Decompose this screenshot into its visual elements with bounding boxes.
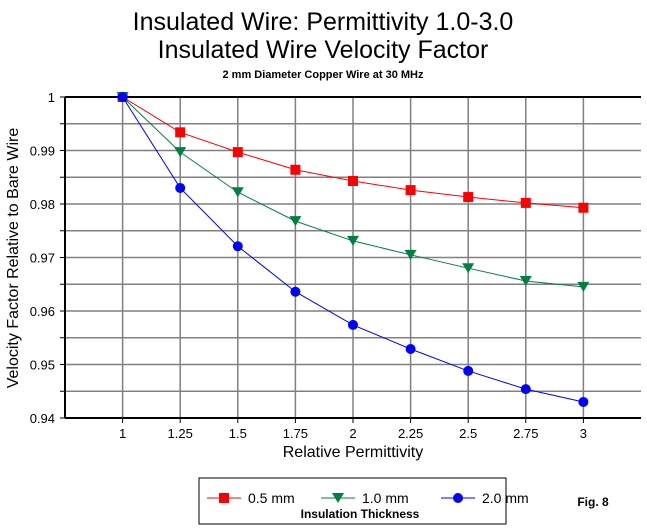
chart-title: Insulated Wire: Permittivity 1.0-3.0 xyxy=(133,8,514,36)
circle-marker xyxy=(463,365,474,376)
square-marker xyxy=(219,493,229,503)
x-tick-label: 1.5 xyxy=(229,426,247,441)
square-marker xyxy=(520,197,531,208)
triangle-marker xyxy=(462,263,475,274)
circle-marker xyxy=(117,92,128,102)
circle-marker xyxy=(175,182,186,193)
legend-frame xyxy=(198,477,507,525)
triangle-marker xyxy=(347,235,359,246)
triangle-marker xyxy=(231,187,244,198)
square-marker xyxy=(290,164,301,175)
y-tick-label: 1 xyxy=(48,90,55,105)
x-tick-label: 2 xyxy=(349,426,356,441)
square-marker xyxy=(463,192,474,203)
triangle-marker xyxy=(577,281,590,292)
x-tick-label: 2.5 xyxy=(459,426,477,441)
figure-label: Fig. 8 xyxy=(577,495,609,509)
triangle-marker xyxy=(289,216,302,227)
y-tick-label: 0.97 xyxy=(30,251,55,266)
y-tick-label: 0.94 xyxy=(30,411,55,426)
circle-marker xyxy=(348,319,358,330)
legend-title: Insulation Thickness xyxy=(301,507,420,521)
square-marker xyxy=(578,202,589,213)
y-tick-label: 0.98 xyxy=(30,197,55,212)
triangle-marker xyxy=(332,493,344,503)
square-marker xyxy=(175,127,186,138)
y-tick-label: 0.99 xyxy=(30,144,55,159)
x-tick-label: 2.25 xyxy=(398,426,423,441)
square-marker xyxy=(232,147,243,158)
square-marker xyxy=(405,185,416,196)
legend-label: 2.0 mm xyxy=(482,490,529,506)
x-tick-label: 3 xyxy=(580,426,587,441)
circle-marker xyxy=(520,384,531,395)
circle-marker xyxy=(405,343,416,354)
x-tick-label: 2.75 xyxy=(513,426,538,441)
triangle-marker xyxy=(519,276,532,287)
x-tick-label: 1.25 xyxy=(168,426,193,441)
x-tick-label: 1.75 xyxy=(283,426,308,441)
triangle-marker xyxy=(404,249,417,260)
y-axis-label: Velocity Factor Relative to Bare Wire xyxy=(5,128,22,389)
circle-marker xyxy=(232,241,243,252)
x-axis-label: Relative Permittivity xyxy=(283,444,423,461)
chart-title-2: Insulated Wire Velocity Factor xyxy=(158,36,489,64)
circle-marker xyxy=(578,396,589,407)
triangle-marker xyxy=(174,147,187,158)
chart-subtitle: 2 mm Diameter Copper Wire at 30 MHz xyxy=(222,69,424,81)
y-tick-label: 0.95 xyxy=(30,358,55,373)
series-2-0-mm xyxy=(117,92,589,407)
x-tick-label: 1 xyxy=(119,426,126,441)
legend-label: 0.5 mm xyxy=(248,490,295,506)
legend-label: 1.0 mm xyxy=(362,490,409,506)
square-marker xyxy=(348,175,358,186)
y-tick-label: 0.96 xyxy=(30,304,55,319)
circle-marker xyxy=(453,493,463,503)
circle-marker xyxy=(290,286,301,297)
